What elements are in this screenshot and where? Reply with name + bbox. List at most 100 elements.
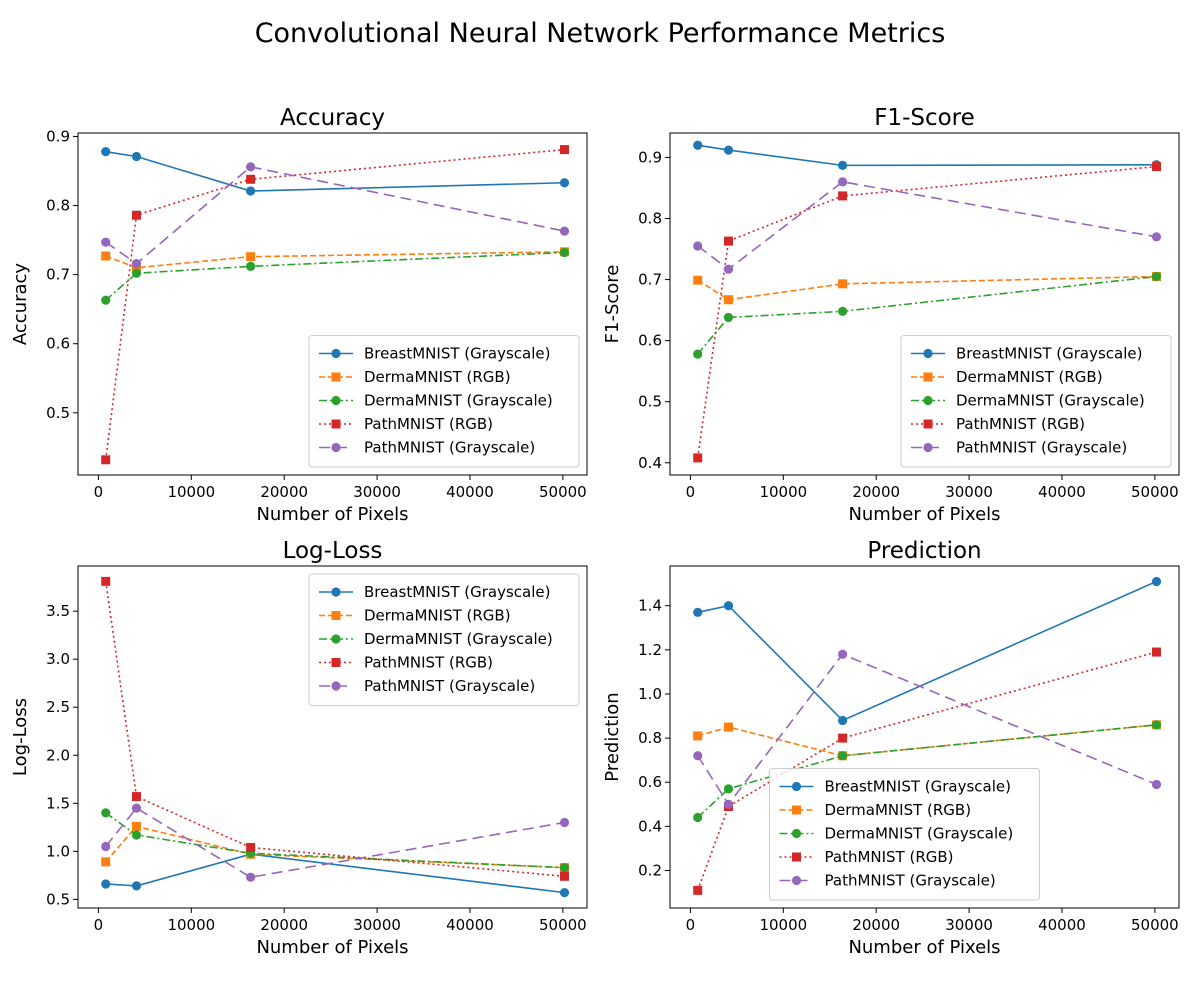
y-tick-label: 3.5 <box>46 602 70 620</box>
data-point <box>838 191 848 201</box>
legend: BreastMNIST (Grayscale) DermaMNIST (RGB) D… <box>769 768 1040 901</box>
y-tick-label: 0.4 <box>638 817 662 835</box>
y-tick-label: 1.4 <box>638 597 662 615</box>
series-pathmnist-grayscale <box>101 803 570 882</box>
data-point <box>723 799 734 809</box>
y-tick-label: 3.0 <box>46 650 70 668</box>
x-tick-label: 20000 <box>852 483 900 501</box>
legend-marker <box>331 348 341 359</box>
data-point <box>693 140 703 150</box>
data-point <box>723 295 733 305</box>
data-point <box>246 261 256 271</box>
legend-marker <box>923 348 933 359</box>
x-tick-label: 0 <box>94 483 104 501</box>
series-line <box>697 144 1157 167</box>
series-line <box>105 150 565 192</box>
data-point <box>838 279 848 289</box>
legend-marker <box>331 395 341 406</box>
data-point <box>101 857 111 867</box>
legend-label: PathMNIST (Grayscale) <box>364 677 535 695</box>
data-point <box>131 210 141 220</box>
x-tick-label: 50000 <box>539 483 587 501</box>
x-tick-label: 20000 <box>260 916 308 934</box>
data-point <box>559 247 570 258</box>
legend-marker <box>923 395 933 406</box>
legend-marker <box>331 419 341 429</box>
subplot-f1-score: F1-Score 0 10000 20000 30000 40000 50000 0.4 0.5… <box>602 105 1180 525</box>
data-point <box>131 258 142 269</box>
data-point <box>246 252 256 262</box>
series-pathmnist-grayscale <box>101 162 570 269</box>
legend-marker <box>331 658 341 667</box>
data-point <box>693 731 703 741</box>
data-point <box>246 872 256 882</box>
data-point <box>838 751 848 761</box>
legend-label: DermaMNIST (RGB) <box>364 368 511 386</box>
legend-label: PathMNIST (RGB) <box>825 848 954 866</box>
legend-marker <box>923 372 933 382</box>
legend-box <box>900 335 1172 468</box>
y-tick-label: 2.5 <box>46 698 70 716</box>
data-point <box>246 162 256 172</box>
data-point <box>693 812 703 823</box>
x-tick-label: 20000 <box>260 483 308 501</box>
series-line <box>105 251 565 269</box>
series-breastmnist-grayscale <box>101 849 570 898</box>
series-pathmnist-rgb <box>101 145 569 465</box>
data-point <box>723 312 734 323</box>
series-pathmnist-grayscale <box>693 177 1162 274</box>
data-point <box>693 751 703 761</box>
data-point <box>723 784 734 794</box>
legend-marker <box>923 442 933 453</box>
x-tick-label: 40000 <box>1038 483 1086 501</box>
x-tick-label: 40000 <box>1038 916 1086 934</box>
series-pathmnist-grayscale <box>693 649 1162 809</box>
y-tick-label: 0.4 <box>638 454 662 472</box>
legend-label: DermaMNIST (Grayscale) <box>956 392 1145 410</box>
data-point <box>1151 271 1162 282</box>
x-tick-label: 10000 <box>167 483 215 501</box>
data-point <box>559 145 569 155</box>
legend-label: DermaMNIST (RGB) <box>825 801 972 819</box>
legend: BreastMNIST (Grayscale) DermaMNIST (RGB) D… <box>308 335 580 468</box>
legend-label: PathMNIST (RGB) <box>364 654 493 672</box>
data-point <box>131 881 142 891</box>
subplot-title: Accuracy <box>280 105 385 131</box>
subplot-title: Log-Loss <box>283 538 383 564</box>
legend-label: PathMNIST (RGB) <box>364 415 493 433</box>
subplot-accuracy: Accuracy 0 10000 20000 30000 40000 50000 0.5 0.6… <box>10 105 588 525</box>
series-line <box>105 825 565 869</box>
data-point <box>693 349 703 359</box>
subplot-title: Prediction <box>867 538 981 564</box>
x-axis-label: Number of Pixels <box>848 504 1000 525</box>
legend-marker <box>331 681 341 691</box>
y-tick-label: 1.5 <box>46 794 70 812</box>
data-point <box>1151 779 1162 790</box>
y-tick-label: 0.9 <box>46 127 70 145</box>
data-point <box>1151 576 1162 587</box>
y-tick-label: 0.5 <box>638 393 662 411</box>
axes-frame <box>669 565 1180 909</box>
legend-marker <box>331 634 341 644</box>
data-point <box>693 453 703 463</box>
legend-label: BreastMNIST (Grayscale) <box>825 778 1012 796</box>
y-tick-label: 0.7 <box>638 271 662 289</box>
x-axis-label: Number of Pixels <box>256 504 408 525</box>
data-point <box>131 268 142 278</box>
data-point <box>101 879 111 889</box>
series-line <box>697 275 1157 355</box>
y-tick-label: 0.6 <box>638 332 662 350</box>
data-point <box>559 817 570 828</box>
data-point <box>101 237 111 247</box>
y-tick-label: 0.8 <box>638 729 662 747</box>
legend-label: PathMNIST (Grayscale) <box>956 439 1127 457</box>
legend-marker <box>792 805 801 815</box>
legend-marker <box>791 875 802 886</box>
data-point <box>246 186 256 196</box>
series-line <box>105 165 565 265</box>
data-point <box>1151 232 1162 242</box>
legend: BreastMNIST (Grayscale) DermaMNIST (RGB) D… <box>308 573 580 706</box>
legend-marker <box>792 852 801 862</box>
y-tick-label: 1.2 <box>638 641 662 659</box>
